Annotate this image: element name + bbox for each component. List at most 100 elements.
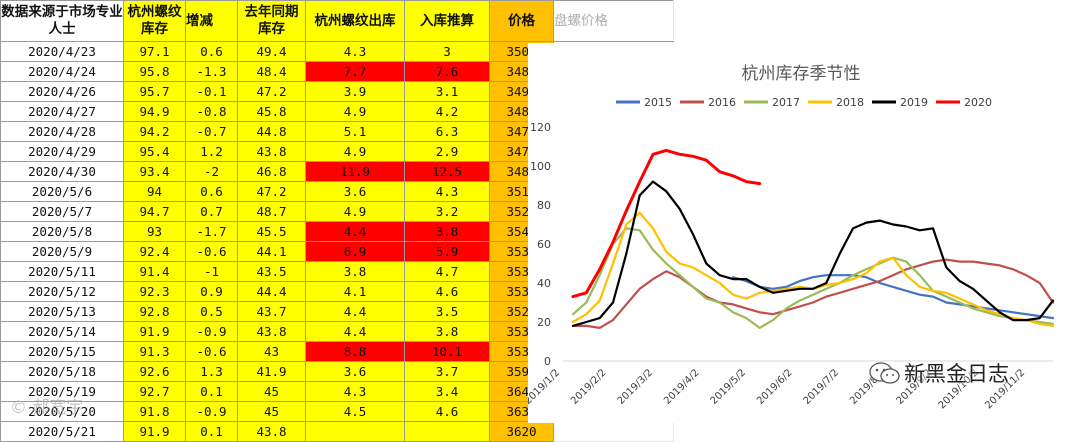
inventory-table: 数据来源于市场专业人士 杭州螺纹库存 增减 去年同期库存 杭州螺纹出库 入库推算…	[0, 0, 674, 442]
cell-stock: 94.9	[123, 101, 186, 122]
cell-outbound: 3.9	[305, 81, 405, 102]
cell-inbound: 4.6	[404, 401, 490, 422]
cell-last-year: 44.1	[237, 241, 306, 262]
cell-change: -0.8	[185, 101, 238, 122]
cell-stock: 91.3	[123, 341, 186, 362]
cell-inbound: 12.5	[404, 161, 490, 182]
cell-date: 2020/5/20	[0, 401, 124, 422]
cell-stock: 93	[123, 221, 186, 242]
cell-inbound: 7.6	[404, 61, 490, 82]
cell-change: -0.9	[185, 321, 238, 342]
cell-inbound: 3.1	[404, 81, 490, 102]
cell-date: 2020/5/14	[0, 321, 124, 342]
cell-inbound: 4.7	[404, 261, 490, 282]
cell-last-year: 45	[237, 381, 306, 402]
cell-change: -0.6	[185, 241, 238, 262]
cell-last-year: 43.8	[237, 321, 306, 342]
cell-last-year: 47.2	[237, 81, 306, 102]
x-tick-label: 2019/5/2	[709, 367, 749, 407]
cell-date: 2020/4/27	[0, 101, 124, 122]
cell-date: 2020/4/24	[0, 61, 124, 82]
cell-stock: 94.2	[123, 121, 186, 142]
cell-change: 0.7	[185, 201, 238, 222]
cell-date: 2020/5/21	[0, 421, 124, 442]
cell-date: 2020/5/19	[0, 381, 124, 402]
cell-stock: 95.4	[123, 141, 186, 162]
cell-last-year: 43.7	[237, 301, 306, 322]
cell-stock: 91.8	[123, 401, 186, 422]
legend-label-2015: 2015	[644, 96, 672, 109]
cell-stock: 92.3	[123, 281, 186, 302]
cell-outbound: 11.9	[305, 161, 405, 182]
header-inbound: 入库推算	[404, 0, 490, 42]
cell-outbound: 5.1	[305, 121, 405, 142]
cell-date: 2020/5/8	[0, 221, 124, 242]
cell-outbound: 4.3	[305, 381, 405, 402]
cell-change: 1.2	[185, 141, 238, 162]
cell-change: -0.7	[185, 121, 238, 142]
cell-inbound: 3.8	[404, 321, 490, 342]
watermark-corner: © 郝宽宇	[10, 398, 84, 418]
cell-date: 2020/5/15	[0, 341, 124, 362]
cell-last-year: 48.4	[237, 61, 306, 82]
cell-stock: 91.9	[123, 421, 186, 442]
cell-change: 0.9	[185, 281, 238, 302]
x-tick-label: 2019/7/2	[802, 367, 842, 407]
cell-date: 2020/4/30	[0, 161, 124, 182]
legend-label-2019: 2019	[900, 96, 928, 109]
cell-stock: 95.8	[123, 61, 186, 82]
series-line-2020	[571, 148, 762, 299]
cell-inbound: 4.3	[404, 181, 490, 202]
cell-inbound	[404, 421, 490, 442]
cell-date: 2020/4/29	[0, 141, 124, 162]
table-header-row: 数据来源于市场专业人士 杭州螺纹库存 增减 去年同期库存 杭州螺纹出库 入库推算…	[0, 0, 674, 42]
header-last-year: 去年同期库存	[237, 0, 306, 42]
cell-outbound: 3.6	[305, 181, 405, 202]
cell-stock: 91.9	[123, 321, 186, 342]
cell-last-year: 43.8	[237, 141, 306, 162]
cell-inbound: 6.3	[404, 121, 490, 142]
cell-outbound: 3.8	[305, 261, 405, 282]
cell-inbound: 10.1	[404, 341, 490, 362]
cell-date: 2020/5/6	[0, 181, 124, 202]
cell-inbound: 3	[404, 41, 490, 62]
cell-inbound: 5.9	[404, 241, 490, 262]
series-line-2016	[571, 258, 1055, 329]
cell-change: 1.3	[185, 361, 238, 382]
cell-date: 2020/4/26	[0, 81, 124, 102]
cell-last-year: 45.5	[237, 221, 306, 242]
cell-last-year: 43.8	[237, 421, 306, 442]
cell-last-year: 45.8	[237, 101, 306, 122]
cell-change: -2	[185, 161, 238, 182]
legend-label-2017: 2017	[772, 96, 800, 109]
x-tick-label: 2019/4/2	[662, 367, 702, 407]
cell-change: -0.9	[185, 401, 238, 422]
cell-outbound: 4.1	[305, 281, 405, 302]
cell-change: 0.6	[185, 181, 238, 202]
y-tick-label: 0	[544, 355, 551, 368]
cell-date: 2020/4/28	[0, 121, 124, 142]
cell-coil-price	[553, 421, 674, 442]
cell-outbound: 4.9	[305, 141, 405, 162]
cell-last-year: 43	[237, 341, 306, 362]
header-coil-price: 盘螺价格	[553, 0, 674, 42]
cell-stock: 92.7	[123, 381, 186, 402]
cell-last-year: 41.9	[237, 361, 306, 382]
cell-inbound: 3.4	[404, 381, 490, 402]
cell-change: -1.3	[185, 61, 238, 82]
cell-stock: 93.4	[123, 161, 186, 182]
y-tick-label: 80	[537, 199, 551, 212]
series-line-2015	[731, 274, 1055, 320]
cell-date: 2020/5/11	[0, 261, 124, 282]
cell-inbound: 3.7	[404, 361, 490, 382]
cell-inbound: 2.9	[404, 141, 490, 162]
cell-outbound: 4.9	[305, 101, 405, 122]
cell-stock: 92.8	[123, 301, 186, 322]
cell-date: 2020/5/12	[0, 281, 124, 302]
cell-outbound: 4.4	[305, 321, 405, 342]
cell-last-year: 43.5	[237, 261, 306, 282]
cell-last-year: 44.4	[237, 281, 306, 302]
cell-inbound: 3.8	[404, 221, 490, 242]
cell-date: 2020/5/9	[0, 241, 124, 262]
cell-outbound	[305, 421, 405, 442]
